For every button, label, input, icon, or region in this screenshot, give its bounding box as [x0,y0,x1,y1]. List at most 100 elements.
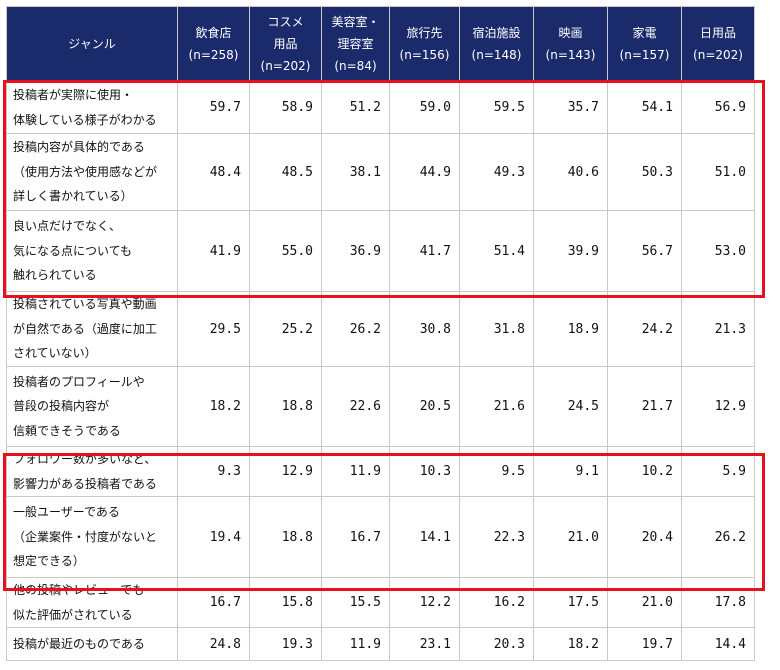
value-cell: 17.5 [533,577,608,628]
value-cell: 16.2 [459,577,534,628]
value-cell: 39.9 [533,210,608,292]
value-cell: 21.0 [607,577,682,628]
col-header: 日用品 (n=202) [681,6,755,82]
row-label-line: 触れられている [13,268,97,283]
row-label-line: 良い点だけでなく、 [13,219,122,234]
row-label: 良い点だけでなく、 気になる点についても 触れられている [6,210,178,292]
genre-header: ジャンル [6,6,178,82]
value-cell: 11.9 [321,446,390,497]
value-cell: 10.3 [389,446,460,497]
col-header: 宿泊施設 (n=148) [459,6,534,82]
value-cell: 24.5 [533,366,608,447]
value-cell: 38.1 [321,133,390,211]
row-label-line: されていない） [13,346,97,361]
row-label-line: （企業案件・忖度がないと [13,529,158,544]
row-label: 一般ユーザーである （企業案件・忖度がないと 想定できる） [6,496,178,578]
value-cell: 48.5 [249,133,322,211]
value-cell: 18.8 [249,496,322,578]
table-row: 投稿者が実際に使用・ 体験している様子がわかる 59.7 58.9 51.2 59.0 59… [6,81,755,134]
value-cell: 59.0 [389,81,460,134]
value-cell: 9.5 [459,446,534,497]
col-header: 家電 (n=157) [607,6,682,82]
table-row: 他の投稿やレビューでも 似た評価がされている 16.7 15.8 15.5 12.2 16.… [6,577,755,628]
value-cell: 24.8 [177,627,250,661]
table-row: 一般ユーザーである （企業案件・忖度がないと 想定できる） 19.4 18.8 16.7 1… [6,496,755,578]
value-cell: 21.6 [459,366,534,447]
value-cell: 20.3 [459,627,534,661]
row-label-line: 他の投稿やレビューでも [13,583,145,597]
value-cell: 22.6 [321,366,390,447]
value-cell: 12.2 [389,577,460,628]
row-label-line: （使用方法や使用感などが [13,164,158,179]
value-cell: 12.9 [249,446,322,497]
col-header: 美容室・ 理容室 (n=84) [321,6,390,82]
value-cell: 49.3 [459,133,534,211]
value-cell: 41.7 [389,210,460,292]
value-cell: 50.3 [607,133,682,211]
value-cell: 9.3 [177,446,250,497]
row-label: フォロワー数が多いなど、 影響力がある投稿者である [6,446,178,497]
value-cell: 56.7 [607,210,682,292]
value-cell: 55.0 [249,210,322,292]
value-cell: 11.9 [321,627,390,661]
col-header: 旅行先 (n=156) [389,6,460,82]
value-cell: 48.4 [177,133,250,211]
value-cell: 51.4 [459,210,534,292]
value-cell: 26.2 [321,291,390,367]
value-cell: 29.5 [177,291,250,367]
row-label-line: 体験している様子がわかる [13,112,157,127]
row-label-line: 投稿者のプロフィールや [13,374,145,389]
row-label-line: 投稿されている写真や動画 [13,297,157,312]
row-label: 投稿者のプロフィールや 普段の投稿内容が 信頼できそうである [6,366,178,447]
table-row: 投稿内容が具体的である （使用方法や使用感などが 詳しく書かれている） 48.4 48.… [6,133,755,211]
value-cell: 18.8 [249,366,322,447]
value-cell: 56.9 [681,81,755,134]
row-label-line: 投稿内容が具体的である [13,140,145,155]
value-cell: 21.3 [681,291,755,367]
value-cell: 19.7 [607,627,682,661]
value-cell: 59.7 [177,81,250,134]
row-label-line: 影響力がある投稿者である [13,476,157,491]
table-row: 投稿者のプロフィールや 普段の投稿内容が 信頼できそうである 18.2 18.8 22.6… [6,366,755,447]
row-label-line: 詳しく書かれている） [13,189,133,204]
table-row: フォロワー数が多いなど、 影響力がある投稿者である 9.3 12.9 11.9 10.3 9… [6,446,755,497]
col-header: 飲食店 (n=258) [177,6,250,82]
row-label-line: 気になる点についても [13,243,133,258]
value-cell: 16.7 [177,577,250,628]
value-cell: 51.0 [681,133,755,211]
value-cell: 41.9 [177,210,250,292]
value-cell: 9.1 [533,446,608,497]
row-label-line: 似た評価がされている [13,607,133,622]
col-header: コスメ 用品 (n=202) [249,6,322,82]
row-label-line: 投稿が最近のものである [13,636,145,651]
value-cell: 19.4 [177,496,250,578]
row-label: 投稿されている写真や動画 が自然である（過度に加工 されていない） [6,291,178,367]
value-cell: 35.7 [533,81,608,134]
value-cell: 22.3 [459,496,534,578]
survey-table: ジャンル 飲食店 (n=258) コスメ 用品 (n=202) 美容室・ 理容室 (n=8… [6,6,755,661]
value-cell: 18.9 [533,291,608,367]
value-cell: 15.8 [249,577,322,628]
value-cell: 15.5 [321,577,390,628]
row-label: 投稿者が実際に使用・ 体験している様子がわかる [6,81,178,134]
value-cell: 30.8 [389,291,460,367]
value-cell: 19.3 [249,627,322,661]
value-cell: 20.4 [607,496,682,578]
row-label: 他の投稿やレビューでも 似た評価がされている [6,577,178,628]
value-cell: 17.8 [681,577,755,628]
value-cell: 58.9 [249,81,322,134]
value-cell: 5.9 [681,446,755,497]
value-cell: 18.2 [177,366,250,447]
value-cell: 23.1 [389,627,460,661]
value-cell: 44.9 [389,133,460,211]
row-label-line: 信頼できそうである [13,423,121,438]
row-label: 投稿が最近のものである [6,627,178,661]
row-label: 投稿内容が具体的である （使用方法や使用感などが 詳しく書かれている） [6,133,178,211]
value-cell: 21.0 [533,496,608,578]
table-row: 良い点だけでなく、 気になる点についても 触れられている 41.9 55.0 36.9 41… [6,210,755,292]
value-cell: 25.2 [249,291,322,367]
value-cell: 54.1 [607,81,682,134]
value-cell: 24.2 [607,291,682,367]
value-cell: 20.5 [389,366,460,447]
value-cell: 12.9 [681,366,755,447]
